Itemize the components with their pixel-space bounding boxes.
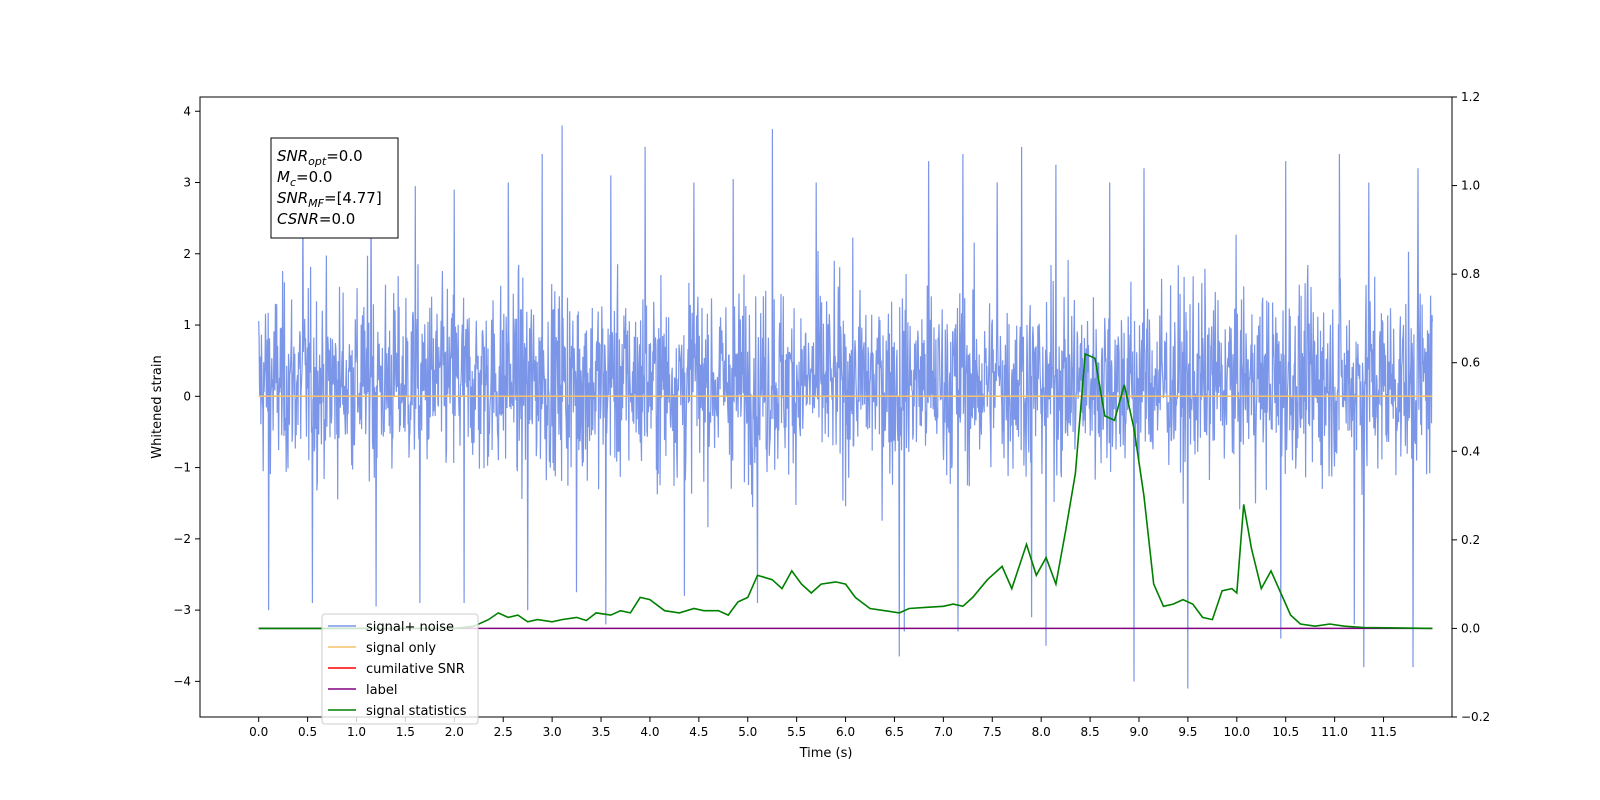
legend-entry-label: signal+ noise: [366, 620, 454, 635]
legend: signal+ noise signal only cumilative SNR la…: [321, 613, 479, 725]
y2-tick-label: 1.2: [1461, 90, 1480, 104]
x-tick-label: 11.0: [1321, 725, 1348, 739]
annotation-symbol: SNR: [277, 189, 308, 207]
y2-tick-label: 0.4: [1461, 444, 1480, 458]
series-signal-statistics: [258, 352, 1433, 630]
annotation-symbol: SNR: [277, 147, 308, 165]
x-tick-label: 10.5: [1272, 725, 1299, 739]
y-tick-label: −2: [173, 532, 191, 546]
y2-tick-label: 1.0: [1461, 179, 1480, 193]
annotation-subscript: opt: [308, 155, 327, 168]
y-axis-label: Whitened strain: [150, 355, 165, 458]
x-tick-label: 1.0: [347, 725, 366, 739]
x-tick-label: 6.5: [885, 725, 904, 739]
x-tick-label: 0.0: [249, 725, 268, 739]
legend-entry-label: signal statistics: [366, 704, 467, 719]
x-tick-label: 3.5: [591, 725, 610, 739]
x-tick-label: 2.5: [494, 725, 513, 739]
y-tick-label: 1: [183, 318, 191, 332]
annotation-line: SNRopt=0.0: [277, 147, 363, 168]
x-tick-label: 0.5: [298, 725, 317, 739]
legend-entry-label: signal only: [366, 641, 436, 656]
annotation-value: =[4.77]: [324, 189, 382, 207]
annotation-subscript: c: [290, 176, 296, 189]
annotation-line: SNRMF=[4.77]: [277, 189, 382, 210]
annotation-symbol: M: [277, 168, 290, 186]
x-tick-label: 3.0: [543, 725, 562, 739]
x-tick-label: 5.0: [738, 725, 757, 739]
x-tick-label: 7.0: [934, 725, 953, 739]
x-tick-label: 10.0: [1223, 725, 1250, 739]
x-tick-label: 8.5: [1081, 725, 1100, 739]
y2-tick-label: 0.6: [1461, 356, 1480, 370]
y2-tick-label: 0.2: [1461, 533, 1480, 547]
y-axis-right: 1.2 1.0 0.8 0.6 0.4 0.2 0.0 −0.2: [1452, 90, 1490, 724]
series-signal-noise: [258, 125, 1433, 689]
x-tick-label: 5.5: [787, 725, 806, 739]
y2-tick-label: −0.2: [1461, 710, 1490, 724]
x-axis: 0.0 0.5 1.0 1.5 2.0 2.5 3.0 3.5 4.0 4.5 5.0 5.5 6.0 6…: [249, 717, 1397, 739]
x-tick-label: 9.5: [1178, 725, 1197, 739]
y-tick-label: −3: [173, 603, 191, 617]
x-axis-label: Time (s): [799, 746, 853, 761]
x-tick-label: 1.5: [396, 725, 415, 739]
y2-tick-label: 0.8: [1461, 267, 1480, 281]
annotation-subscript: MF: [308, 197, 324, 210]
annotation-frame: [270, 137, 399, 239]
x-tick-label: 11.5: [1370, 725, 1397, 739]
plot-frame: [199, 96, 1453, 718]
annotation-symbol: CSNR: [277, 210, 319, 228]
annotation-value: =0.0: [296, 168, 332, 186]
x-tick-label: 4.5: [689, 725, 708, 739]
annotation-value: =0.0: [326, 147, 362, 165]
y-tick-label: 4: [183, 104, 191, 118]
y-tick-label: −4: [173, 674, 191, 688]
x-tick-label: 7.5: [983, 725, 1002, 739]
x-tick-label: 9.0: [1129, 725, 1148, 739]
legend-entry-label: cumilative SNR: [366, 662, 465, 677]
annotation-value: =0.0: [319, 210, 355, 228]
x-tick-label: 8.0: [1032, 725, 1051, 739]
x-tick-label: 2.0: [445, 725, 464, 739]
annotation-line: Mc=0.0: [277, 168, 332, 189]
annotation-line: CSNR=0.0: [277, 210, 355, 228]
y-tick-label: −1: [173, 461, 191, 475]
legend-entry-label: label: [366, 683, 397, 698]
y-axis-left: 4 3 2 1 0 −1 −2 −3 −4: [173, 104, 200, 688]
y-tick-label: 2: [183, 247, 191, 261]
y2-tick-label: 0.0: [1461, 621, 1480, 635]
legend-frame: [321, 613, 479, 725]
y-tick-label: 3: [183, 176, 191, 190]
x-tick-label: 6.0: [836, 725, 855, 739]
x-tick-label: 4.0: [640, 725, 659, 739]
y-tick-label: 0: [183, 389, 191, 403]
